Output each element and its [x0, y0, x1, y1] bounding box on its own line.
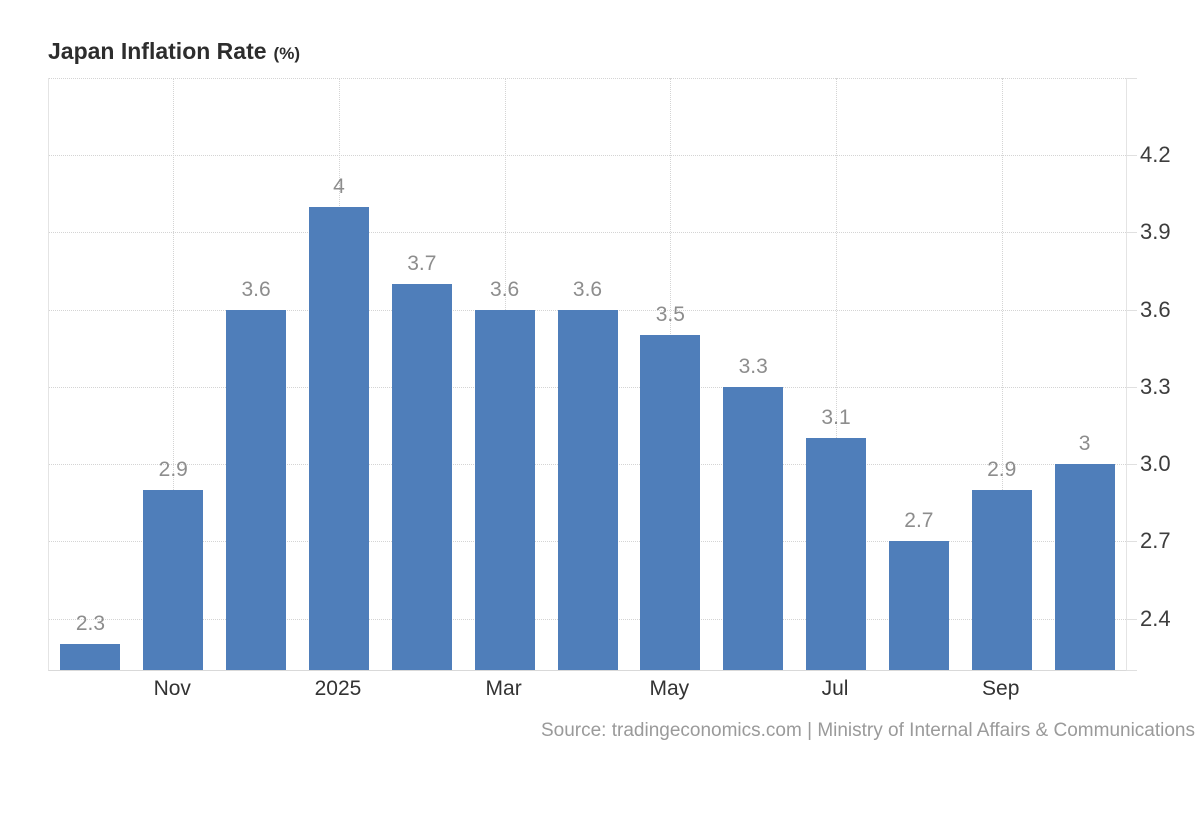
bar-value-label: 3.3 — [738, 354, 768, 378]
y-axis-tick-label: 3.9 — [1140, 219, 1171, 245]
y-axis-tick-label: 2.4 — [1140, 605, 1171, 631]
bar — [143, 489, 204, 670]
y-axis-labels: 2.4 2.7 3.0 3.3 3.6 3.9 4.2 — [1140, 78, 1200, 670]
y-axis-tick-mark — [1127, 670, 1137, 671]
bar — [391, 283, 452, 670]
bar — [806, 438, 867, 670]
bar-value-label: 2.3 — [75, 612, 106, 636]
y-axis-tick-mark — [1127, 155, 1137, 157]
bar-value-label: 2.9 — [987, 457, 1017, 481]
vertical-gridline — [173, 78, 175, 670]
y-axis-tick-label: 3.0 — [1140, 451, 1171, 477]
bar — [971, 489, 1032, 670]
x-axis-tick-label: Jul — [821, 677, 849, 700]
vertical-gridline — [836, 78, 838, 670]
bar-value-label: 3.6 — [572, 277, 603, 301]
x-axis-tick-label: Mar — [485, 677, 522, 700]
y-axis-tick-mark — [1127, 618, 1137, 620]
y-axis-tick-label: 2.7 — [1140, 528, 1171, 554]
bar — [557, 309, 618, 670]
chart-title: Japan Inflation Rate (%) — [48, 38, 300, 65]
chart-title-unit: (%) — [273, 44, 300, 63]
x-axis-labels: Nov 2025 Mar May Jul Sep — [48, 677, 1125, 707]
y-axis-tick-mark — [1127, 78, 1137, 79]
y-axis-tick-label: 3.6 — [1140, 296, 1171, 322]
bar — [60, 644, 121, 670]
bar-value-label: 3.7 — [407, 251, 437, 275]
x-axis-tick-label: Sep — [982, 677, 1020, 700]
bar — [1054, 464, 1115, 670]
horizontal-gridline — [49, 232, 1126, 234]
y-axis-tick-mark — [1127, 541, 1137, 543]
x-axis-tick-label: May — [649, 677, 690, 700]
bar-value-label: 3.1 — [821, 406, 851, 430]
bar-value-label: 4 — [333, 174, 345, 198]
bar — [640, 335, 701, 670]
vertical-gridline — [1001, 78, 1003, 670]
y-axis-tick-mark — [1127, 464, 1137, 466]
bar — [888, 541, 949, 670]
y-axis-tick-label: 3.3 — [1140, 373, 1171, 399]
plot-area: 2.3 2.9 3.6 4 3.7 3.6 3.6 3.5 3.3 3.1 2.7 2.9 3 — [48, 78, 1137, 671]
y-axis-tick-mark — [1127, 386, 1137, 388]
bar-value-label: 3.5 — [655, 303, 685, 327]
chart-title-text: Japan Inflation Rate — [48, 38, 267, 64]
bar — [308, 206, 369, 670]
x-axis-tick-label: Nov — [153, 677, 191, 700]
bar-value-label: 2.9 — [158, 457, 188, 481]
y-axis-tick-label: 4.2 — [1140, 142, 1171, 168]
bar-value-label: 3.6 — [490, 277, 520, 301]
bar — [474, 309, 535, 670]
bar-value-label: 3 — [1078, 432, 1091, 456]
y-axis-tick-mark — [1127, 232, 1137, 234]
bar-value-label: 3.6 — [241, 277, 271, 301]
horizontal-gridline — [49, 78, 1126, 79]
bar-value-label: 2.7 — [904, 509, 934, 533]
bar — [226, 309, 287, 670]
source-attribution: Source: tradingeconomics.com | Ministry … — [540, 720, 1195, 741]
y-axis-tick-mark — [1127, 309, 1137, 311]
x-axis-tick-label: 2025 — [314, 677, 362, 700]
bar — [723, 386, 784, 670]
horizontal-gridline — [49, 155, 1126, 157]
